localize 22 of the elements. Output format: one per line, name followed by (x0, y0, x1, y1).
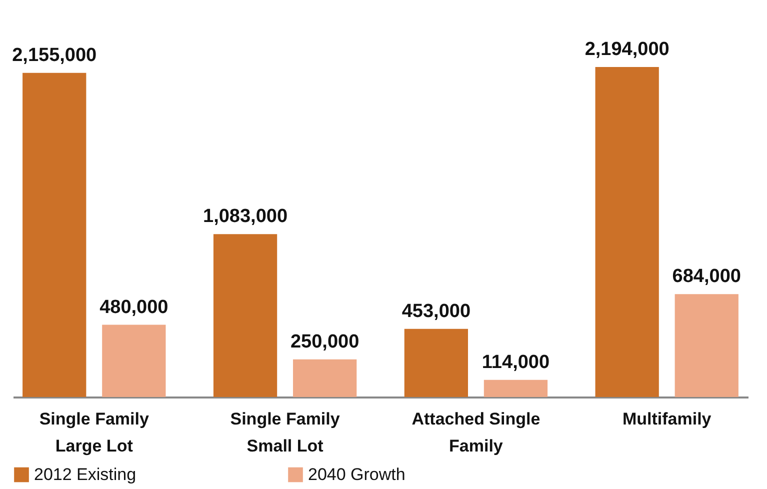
data-label: 1,083,000 (203, 206, 288, 228)
bar (674, 294, 738, 397)
bar (404, 328, 468, 397)
data-label: 480,000 (100, 296, 168, 318)
data-label: 453,000 (402, 300, 471, 322)
x-tick-label: Multifamily (622, 410, 712, 428)
data-label: 2,155,000 (12, 44, 97, 66)
legend-label: 2012 Existing (34, 464, 136, 484)
bar (484, 380, 548, 397)
bar (293, 359, 357, 397)
bar (595, 67, 659, 397)
data-label: 114,000 (482, 352, 550, 373)
data-label: 684,000 (672, 266, 741, 288)
data-label: 250,000 (290, 331, 360, 352)
bar (22, 72, 86, 397)
legend-label: 2040 Growth (308, 464, 406, 484)
data-label: 2,194,000 (584, 39, 670, 60)
bar (102, 324, 166, 397)
x-tick-label: Single Family Large Lot (39, 410, 150, 456)
bar (213, 234, 278, 397)
x-tick-label: Attached Single Family (412, 410, 540, 456)
x-tick-label: Single Family Small Lot (230, 410, 340, 456)
